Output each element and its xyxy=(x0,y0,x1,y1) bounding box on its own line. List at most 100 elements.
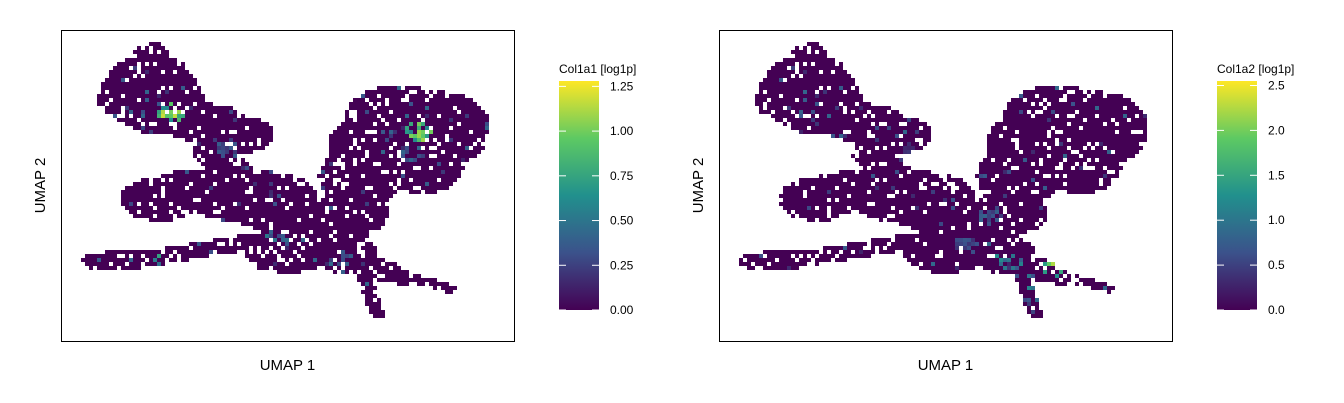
umap-cell xyxy=(213,206,217,210)
umap-cell xyxy=(887,198,891,202)
umap-cell xyxy=(201,202,205,206)
umap-cell xyxy=(843,122,847,126)
umap-cell xyxy=(1075,106,1079,110)
umap-cell xyxy=(1115,166,1119,170)
umap-cell xyxy=(425,110,429,114)
umap-cell xyxy=(843,118,847,122)
umap-cell xyxy=(783,186,787,190)
umap-cell xyxy=(153,94,157,98)
umap-cell xyxy=(165,102,169,106)
umap-cell xyxy=(763,82,767,86)
umap-cell xyxy=(895,110,899,114)
umap-cell xyxy=(795,206,799,210)
umap-cell xyxy=(417,134,421,138)
umap-cell xyxy=(177,114,181,118)
umap-cell xyxy=(787,194,791,198)
umap-cell xyxy=(1043,194,1047,198)
umap-cell xyxy=(449,174,453,178)
umap-cell xyxy=(197,210,201,214)
umap-cell xyxy=(321,198,325,202)
umap-cell xyxy=(1095,110,1099,114)
umap-cell xyxy=(177,98,181,102)
umap-cell xyxy=(461,130,465,134)
umap-cell xyxy=(257,178,261,182)
umap-cell xyxy=(209,210,213,214)
umap-cell xyxy=(875,138,879,142)
umap-cell xyxy=(919,190,923,194)
umap-cell xyxy=(269,214,273,218)
umap-cell xyxy=(779,202,783,206)
umap-cell xyxy=(337,142,341,146)
umap-cell xyxy=(285,254,289,258)
umap-cell xyxy=(839,210,843,214)
umap-cell xyxy=(1015,178,1019,182)
umap-cell xyxy=(377,270,381,274)
umap-cell xyxy=(169,206,173,210)
umap-cell xyxy=(835,114,839,118)
umap-cell xyxy=(225,242,229,246)
umap-cell xyxy=(461,122,465,126)
umap-cell xyxy=(1047,90,1051,94)
umap-cell xyxy=(995,134,999,138)
umap-cell xyxy=(883,118,887,122)
umap-cell xyxy=(137,214,141,218)
umap-cell xyxy=(1135,142,1139,146)
umap-cell xyxy=(1011,178,1015,182)
umap-cell xyxy=(835,102,839,106)
umap-cell xyxy=(1127,142,1131,146)
umap-cell xyxy=(847,246,851,250)
umap-cell xyxy=(1063,90,1067,94)
umap-cell xyxy=(863,142,867,146)
umap-cell xyxy=(361,94,365,98)
umap-cell xyxy=(433,114,437,118)
umap-cell xyxy=(1115,154,1119,158)
umap-cell xyxy=(457,114,461,118)
umap-cell xyxy=(225,190,229,194)
umap-cell xyxy=(289,182,293,186)
umap-cell xyxy=(381,126,385,130)
umap-cell xyxy=(421,166,425,170)
umap-cell xyxy=(867,126,871,130)
umap-cell xyxy=(237,130,241,134)
umap-cell xyxy=(767,86,771,90)
umap-cell xyxy=(1027,162,1031,166)
umap-cell xyxy=(931,234,935,238)
umap-cell xyxy=(377,258,381,262)
umap-cell xyxy=(1063,86,1067,90)
umap-cell xyxy=(955,258,959,262)
umap-cell xyxy=(197,190,201,194)
umap-cell xyxy=(815,110,819,114)
umap-cell xyxy=(385,178,389,182)
umap-cell xyxy=(1027,206,1031,210)
umap-cell xyxy=(137,102,141,106)
umap-cell xyxy=(289,266,293,270)
umap-cell xyxy=(161,110,165,114)
umap-cell xyxy=(871,186,875,190)
umap-cell xyxy=(1039,222,1043,226)
umap-cell xyxy=(911,226,915,230)
umap-cell xyxy=(755,98,759,102)
umap-cell xyxy=(257,214,261,218)
umap-cell xyxy=(389,102,393,106)
umap-cell xyxy=(261,234,265,238)
umap-cell xyxy=(113,94,117,98)
umap-cell xyxy=(959,190,963,194)
umap-cell xyxy=(345,130,349,134)
umap-cell xyxy=(369,290,373,294)
umap-cell xyxy=(129,194,133,198)
umap-cell xyxy=(835,126,839,130)
umap-cell xyxy=(341,206,345,210)
umap-cell xyxy=(783,70,787,74)
umap-cell xyxy=(185,78,189,82)
umap-cell xyxy=(193,206,197,210)
umap-cell xyxy=(799,250,803,254)
umap-cell xyxy=(1107,110,1111,114)
umap-cell xyxy=(1083,150,1087,154)
umap-cell xyxy=(1015,162,1019,166)
umap-cell xyxy=(1007,242,1011,246)
umap-cell xyxy=(1007,150,1011,154)
umap-cell xyxy=(755,254,759,258)
umap-cell xyxy=(1031,98,1035,102)
umap-cell xyxy=(927,182,931,186)
umap-cell xyxy=(779,70,783,74)
